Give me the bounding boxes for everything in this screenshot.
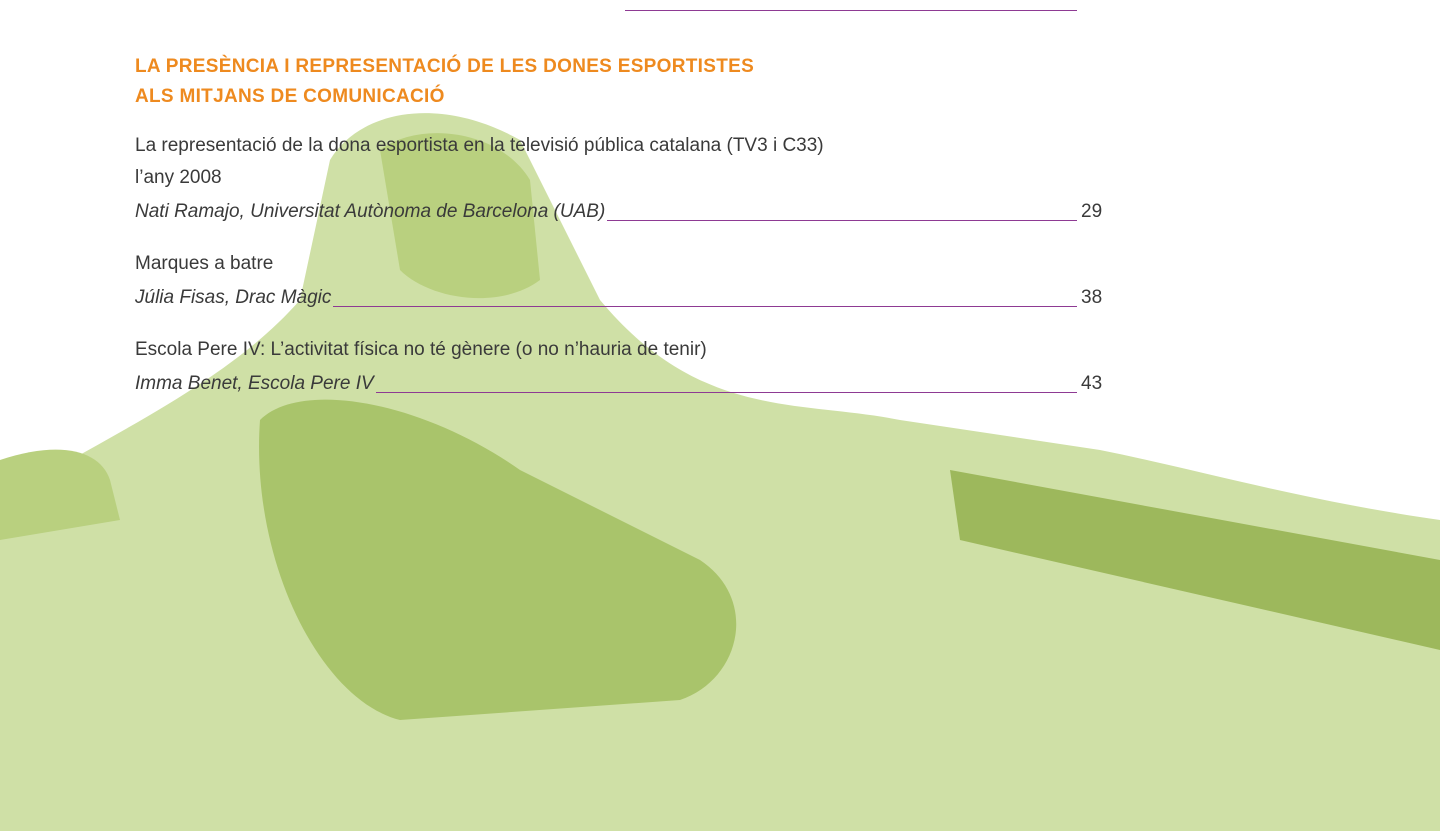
page-number: 29 [1081, 194, 1111, 230]
entry-title: l’any 2008 [135, 162, 1111, 194]
entry-author: Imma Benet, Escola Pere IV [135, 366, 374, 402]
entry-author: Nati Ramajo, Universitat Autònoma de Bar… [135, 194, 605, 230]
section-title: LA PRESÈNCIA I REPRESENTACIÓ DE LES DONE… [135, 52, 1111, 82]
entry-author-row: Imma Benet, Escola Pere IV 43 [135, 366, 1111, 402]
entry-title: La representació de la dona esportista e… [135, 130, 1111, 162]
leader-rule [333, 306, 1077, 307]
entry-author: Júlia Fisas, Drac Màgic [135, 280, 331, 316]
toc-entry: Marques a batre Júlia Fisas, Drac Màgic 3… [135, 248, 1111, 316]
entry-title: Marques a batre [135, 248, 1111, 280]
entry-title: Escola Pere IV: L’activitat física no té… [135, 334, 1111, 366]
top-rule [625, 0, 1077, 11]
section-title: ALS MITJANS DE COMUNICACIÓ [135, 82, 1111, 112]
entry-author-row: Nati Ramajo, Universitat Autònoma de Bar… [135, 194, 1111, 230]
toc: LA PRESÈNCIA I REPRESENTACIÓ DE LES DONE… [135, 52, 1111, 402]
toc-entry: Escola Pere IV: L’activitat física no té… [135, 334, 1111, 402]
entry-author-row: Júlia Fisas, Drac Màgic 38 [135, 280, 1111, 316]
page-number: 43 [1081, 366, 1111, 402]
page-number: 38 [1081, 280, 1111, 316]
page: LA PRESÈNCIA I REPRESENTACIÓ DE LES DONE… [0, 0, 1440, 831]
leader-rule [607, 220, 1077, 221]
toc-entry: La representació de la dona esportista e… [135, 130, 1111, 230]
leader-rule [376, 392, 1077, 393]
